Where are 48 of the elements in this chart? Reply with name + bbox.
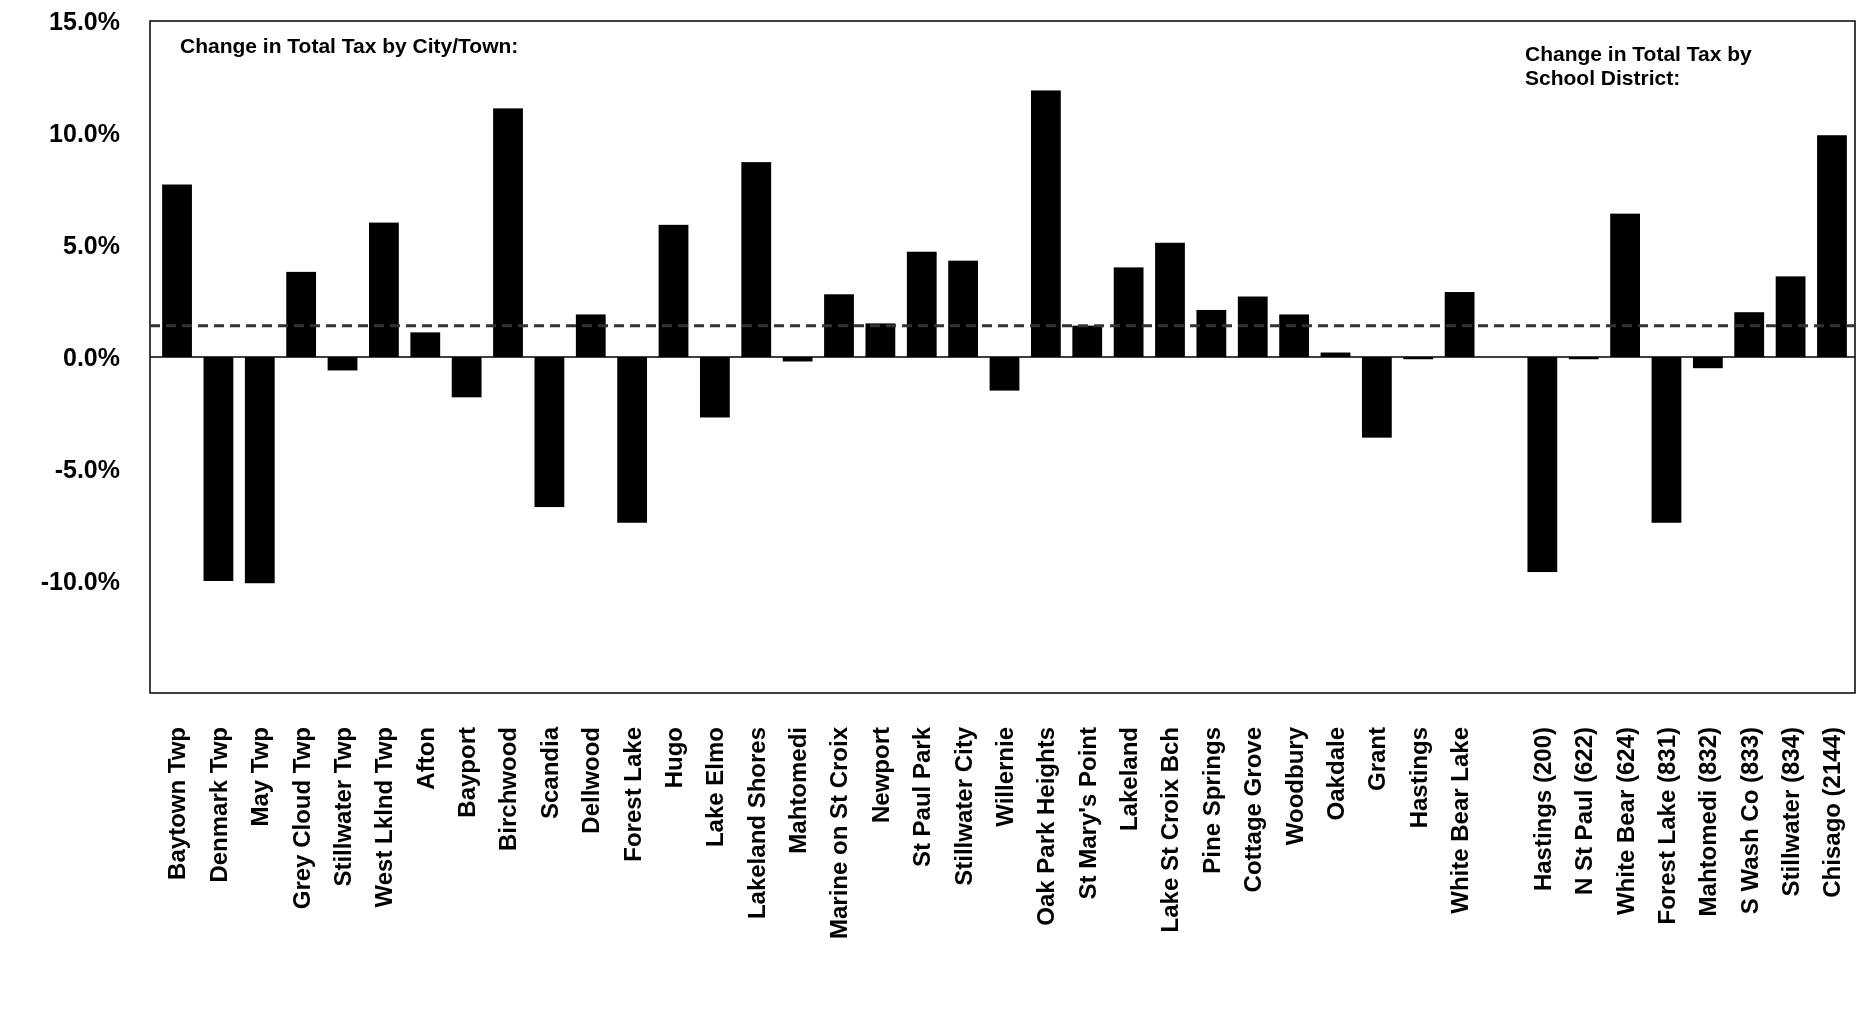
x-tick-label: Pine Springs (1197, 727, 1225, 874)
x-tick-label: Oak Park Heights (1032, 727, 1060, 926)
y-tick-label: 10.0% (49, 118, 120, 147)
x-tick-label: Dellwood (577, 727, 605, 834)
x-tick-label: Cottage Grove (1239, 727, 1267, 893)
y-tick-label: 5.0% (63, 230, 120, 259)
x-tick-label: Mahtomedi (784, 727, 812, 854)
x-tick-label: N St Paul (622) (1570, 727, 1598, 896)
x-tick-label: Hastings (1404, 727, 1432, 829)
y-tick-label: 15.0% (49, 6, 120, 35)
x-tick-label: Stillwater Twp (328, 727, 356, 887)
x-tick-label: Chisago (2144) (1818, 727, 1846, 898)
x-tick-label: Willernie (990, 727, 1018, 827)
x-tick-label: Afton (411, 727, 439, 790)
x-tick-label: Grant (1363, 727, 1391, 792)
x-tick-label: White Bear Lake (1446, 727, 1474, 914)
annotation: Change in Total Tax by School District: (1525, 42, 1753, 90)
x-tick-label: Forest Lake (831) (1652, 727, 1680, 925)
x-tick-label: Lakeland (1115, 727, 1143, 832)
x-tick-label: Stillwater City (949, 726, 977, 886)
y-tick-label: 0.0% (63, 342, 120, 371)
x-tick-label: Hugo (659, 727, 687, 789)
annotation: Change in Total Tax by City/Town: (180, 34, 519, 57)
x-tick-label: Woodbury (1280, 726, 1308, 846)
x-tick-label: Denmark Twp (204, 727, 232, 883)
x-tick-label: Lakeland Shores (742, 727, 770, 920)
x-tick-label: St Paul Park (908, 726, 936, 868)
x-tick-label: S Wash Co (833) (1735, 727, 1763, 915)
y-tick-label: -10.0% (40, 566, 120, 595)
x-tick-label: Bayport (453, 727, 481, 818)
x-tick-label: May Twp (246, 727, 274, 827)
x-tick-label: Lake St Croix Bch (1156, 727, 1184, 933)
x-tick-label: White Bear (624) (1611, 727, 1639, 916)
x-tick-label: Newport (866, 726, 894, 823)
x-tick-label: West Lklnd Twp (370, 727, 398, 908)
x-tick-label: Stillwater (834) (1776, 727, 1804, 897)
x-tick-label: Birchwood (494, 727, 522, 851)
x-tick-label: Oakdale (1321, 727, 1349, 821)
x-tick-label: St Mary's Point (1073, 726, 1101, 900)
x-tick-label: Lake Elmo (701, 727, 729, 848)
y-tick-label: -5.0% (54, 454, 120, 483)
x-tick-label: Hastings (200) (1528, 727, 1556, 892)
x-tick-label: Baytown Twp (163, 727, 191, 880)
x-tick-label: Mahtomedi (832) (1694, 727, 1722, 917)
x-tick-label: Forest Lake (618, 727, 646, 862)
x-tick-label: Scandia (535, 726, 563, 820)
x-tick-label: Marine on St Croix (825, 726, 853, 940)
x-tick-label: Grey Cloud Twp (287, 727, 315, 910)
